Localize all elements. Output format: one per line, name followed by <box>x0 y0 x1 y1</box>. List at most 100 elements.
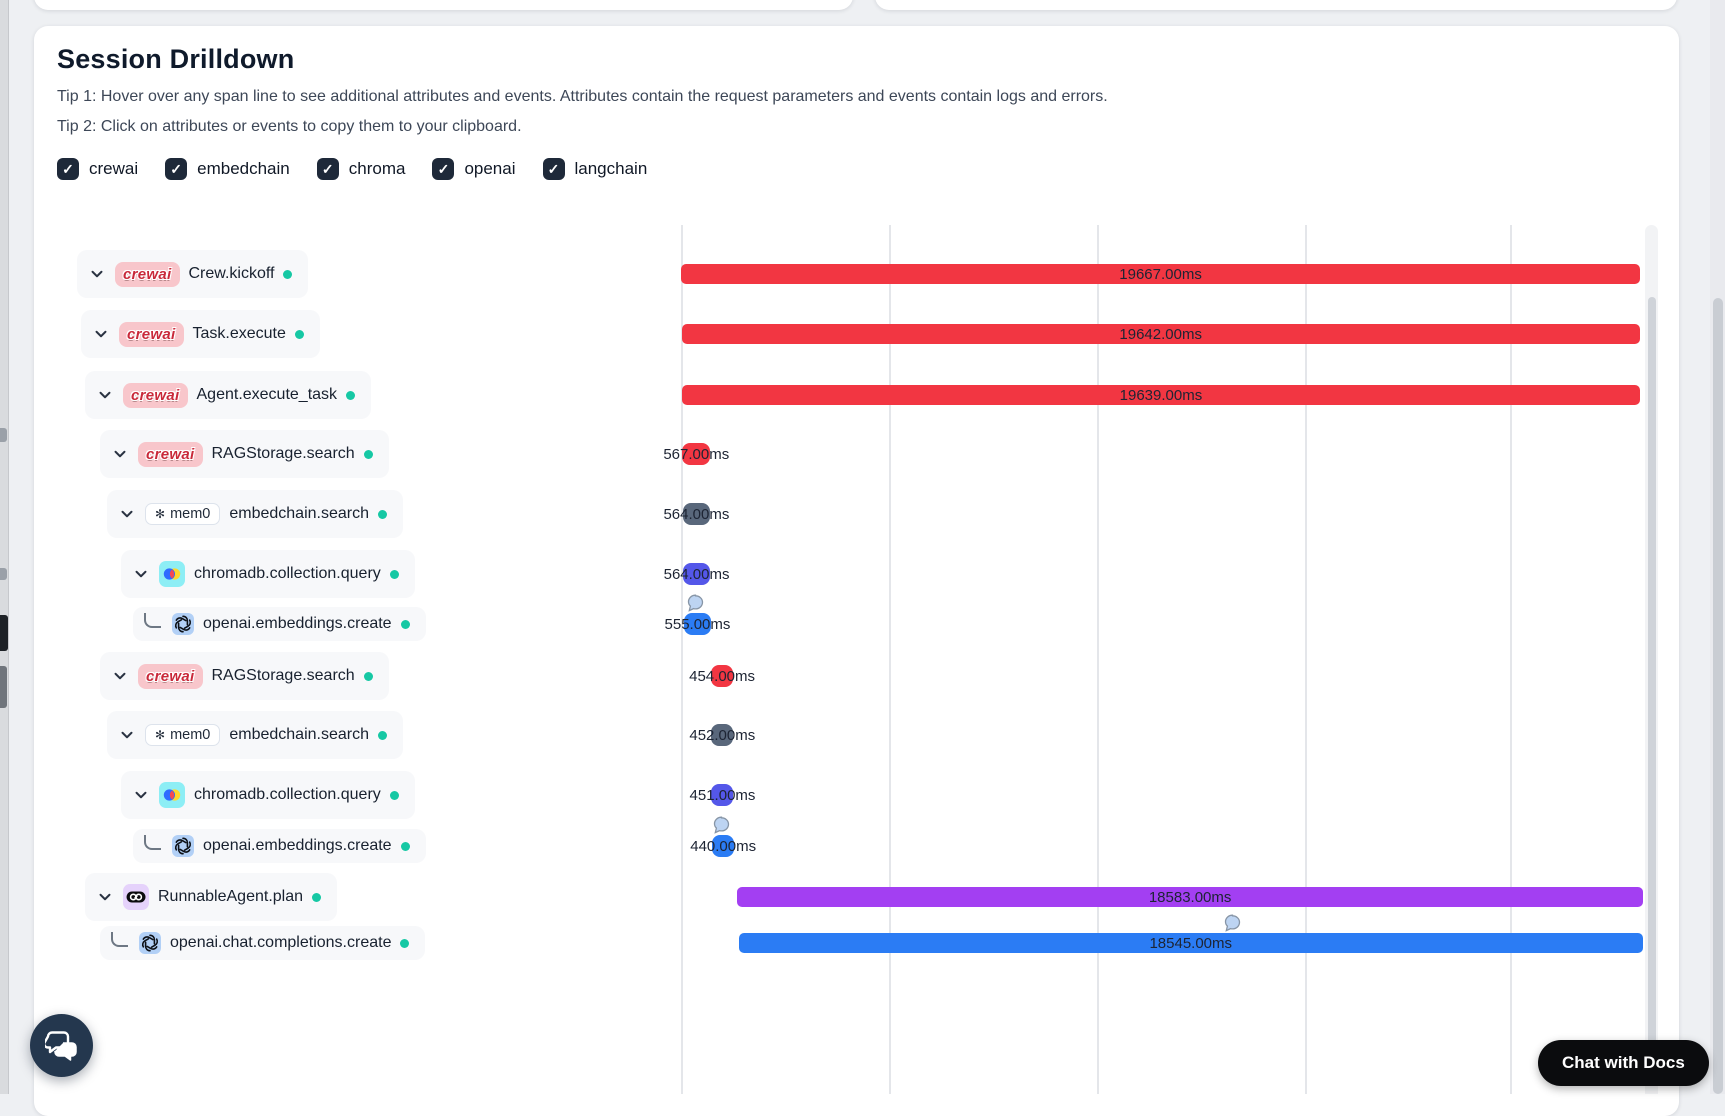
span-row-6-openai.embeddings.create[interactable]: openai.embeddings.create <box>133 607 426 641</box>
span-bar-Task.execute[interactable] <box>681 324 1640 344</box>
span-duration-label: 18545.00ms <box>1149 934 1233 952</box>
tip-2-text: Tip 2: Click on attributes or events to … <box>57 118 522 135</box>
filter-item-openai[interactable]: ✓ openai <box>432 158 516 180</box>
status-dot <box>363 449 373 459</box>
status-dot <box>283 269 293 279</box>
span-row-4-embedchain.search[interactable]: ✻ mem0 embedchain.search <box>107 490 403 538</box>
mem0-logo-text: mem0 <box>170 506 211 522</box>
span-name-label: openai.embeddings.create <box>203 837 392 854</box>
span-row-8-embedchain.search[interactable]: ✻ mem0 embedchain.search <box>107 711 403 759</box>
chevron-down-icon[interactable] <box>96 888 114 906</box>
checkbox-embedchain[interactable]: ✓ <box>165 158 188 180</box>
chevron-down-icon[interactable] <box>96 386 114 404</box>
chevron-down-icon[interactable] <box>92 325 110 343</box>
span-bar-RAGStorage.search[interactable] <box>682 443 711 465</box>
filter-item-crewai[interactable]: ✓ crewai <box>57 158 138 180</box>
chat-with-docs-button[interactable]: Chat with Docs <box>1538 1040 1709 1086</box>
filter-label-langchain: langchain <box>574 159 648 178</box>
span-row-10-openai.embeddings.create[interactable]: openai.embeddings.create <box>133 829 426 863</box>
chart-scrollbar-thumb[interactable] <box>1647 297 1656 1079</box>
timeline-gridline <box>888 225 891 1094</box>
status-dot <box>346 390 356 400</box>
tree-connector-icon <box>111 931 128 947</box>
mem0-logo-icon: ✻ mem0 <box>145 724 221 746</box>
span-row-2-Agent.execute_task[interactable]: crewai Agent.execute_task <box>85 371 372 419</box>
checkbox-crewai[interactable]: ✓ <box>57 158 79 180</box>
checkbox-langchain[interactable]: ✓ <box>542 158 565 180</box>
chevron-down-icon[interactable] <box>118 726 136 744</box>
span-bar-embedchain.search[interactable] <box>711 724 734 746</box>
tree-connector-icon <box>144 834 161 850</box>
filter-item-embedchain[interactable]: ✓ embedchain <box>165 158 290 180</box>
span-row-0-Crew.kickoff[interactable]: crewai Crew.kickoff <box>77 250 309 298</box>
span-name-label: RAGStorage.search <box>211 445 355 462</box>
window-edge-artifact <box>0 428 7 442</box>
span-row-11-RunnableAgent.plan[interactable]: RunnableAgent.plan <box>85 873 338 921</box>
chevron-down-icon[interactable] <box>118 505 136 523</box>
span-name-label: chromadb.collection.query <box>194 786 381 803</box>
span-row-5-chromadb.collection.query[interactable]: chromadb.collection.query <box>121 550 415 598</box>
checkbox-chroma[interactable]: ✓ <box>316 158 339 180</box>
status-dot <box>389 790 399 800</box>
chat-bubbles-icon <box>44 1030 79 1062</box>
chat-with-docs-label: Chat with Docs <box>1562 1053 1685 1072</box>
span-bar-openai.embeddings.create[interactable] <box>712 835 734 857</box>
span-row-9-chromadb.collection.query[interactable]: chromadb.collection.query <box>121 771 415 819</box>
status-dot <box>294 329 304 339</box>
status-dot <box>400 841 410 851</box>
span-bar-RunnableAgent.plan[interactable] <box>736 887 1644 907</box>
mem0-gear-icon: ✻ <box>155 728 166 742</box>
span-bar-Crew.kickoff[interactable] <box>681 264 1641 284</box>
chat-widget-button[interactable] <box>30 1014 93 1077</box>
span-bar-RAGStorage.search[interactable] <box>710 665 734 687</box>
span-bar-chromadb.collection.query[interactable] <box>711 784 734 806</box>
status-dot <box>389 569 399 579</box>
span-bar-chromadb.collection.query[interactable] <box>682 563 711 585</box>
filter-label-chroma: chroma <box>348 159 406 178</box>
openai-logo-icon <box>172 613 194 635</box>
event-speech-bubble-icon[interactable] <box>713 816 730 839</box>
filter-label-embedchain: embedchain <box>197 159 290 178</box>
chevron-down-icon[interactable] <box>88 265 106 283</box>
span-name-label: openai.embeddings.create <box>203 615 392 632</box>
span-name-label: embedchain.search <box>229 505 369 522</box>
page-scrollbar-thumb[interactable] <box>1712 298 1723 1094</box>
page-title: Session Drilldown <box>57 44 295 74</box>
span-duration-label: 564.00ms <box>663 505 730 523</box>
filter-item-chroma[interactable]: ✓ chroma <box>316 158 406 180</box>
top-card-right <box>875 0 1677 10</box>
tree-connector-icon <box>144 612 161 628</box>
event-speech-bubble-icon[interactable] <box>687 594 704 617</box>
span-duration-label: 440.00ms <box>690 837 757 855</box>
span-name-label: chromadb.collection.query <box>194 565 381 582</box>
mem0-gear-icon: ✻ <box>155 507 166 521</box>
span-row-12-openai.chat.completions.create[interactable]: openai.chat.completions.create <box>100 926 426 960</box>
crewai-logo-text: crewai <box>146 667 195 685</box>
chevron-down-icon[interactable] <box>111 445 129 463</box>
timeline-gridline <box>1304 225 1307 1094</box>
span-bar-embedchain.search[interactable] <box>682 503 711 525</box>
chevron-down-icon[interactable] <box>132 565 150 583</box>
span-row-1-Task.execute[interactable]: crewai Task.execute <box>81 310 320 358</box>
crewai-logo-text: crewai <box>131 386 180 404</box>
span-name-label: Crew.kickoff <box>188 265 275 282</box>
crewai-logo-icon: crewai <box>119 321 184 347</box>
timeline-gridline <box>681 225 683 1094</box>
span-row-3-RAGStorage.search[interactable]: crewai RAGStorage.search <box>100 430 389 478</box>
span-bar-openai.chat.completions.create[interactable] <box>738 933 1643 953</box>
span-bar-openai.embeddings.create[interactable] <box>683 613 711 635</box>
crewai-logo-icon: crewai <box>138 441 203 467</box>
span-duration-label: 19639.00ms <box>1119 386 1203 404</box>
chevron-down-icon[interactable] <box>132 786 150 804</box>
timeline-gridline <box>1509 225 1512 1094</box>
status-dot <box>400 938 410 948</box>
checkbox-openai[interactable]: ✓ <box>432 158 455 180</box>
span-bar-Agent.execute_task[interactable] <box>682 385 1640 405</box>
filter-item-langchain[interactable]: ✓ langchain <box>542 158 648 180</box>
span-name-label: RunnableAgent.plan <box>158 888 304 905</box>
chevron-down-icon[interactable] <box>111 667 129 685</box>
status-dot <box>363 671 373 681</box>
span-row-7-RAGStorage.search[interactable]: crewai RAGStorage.search <box>100 652 389 700</box>
event-speech-bubble-icon[interactable] <box>1224 914 1241 937</box>
